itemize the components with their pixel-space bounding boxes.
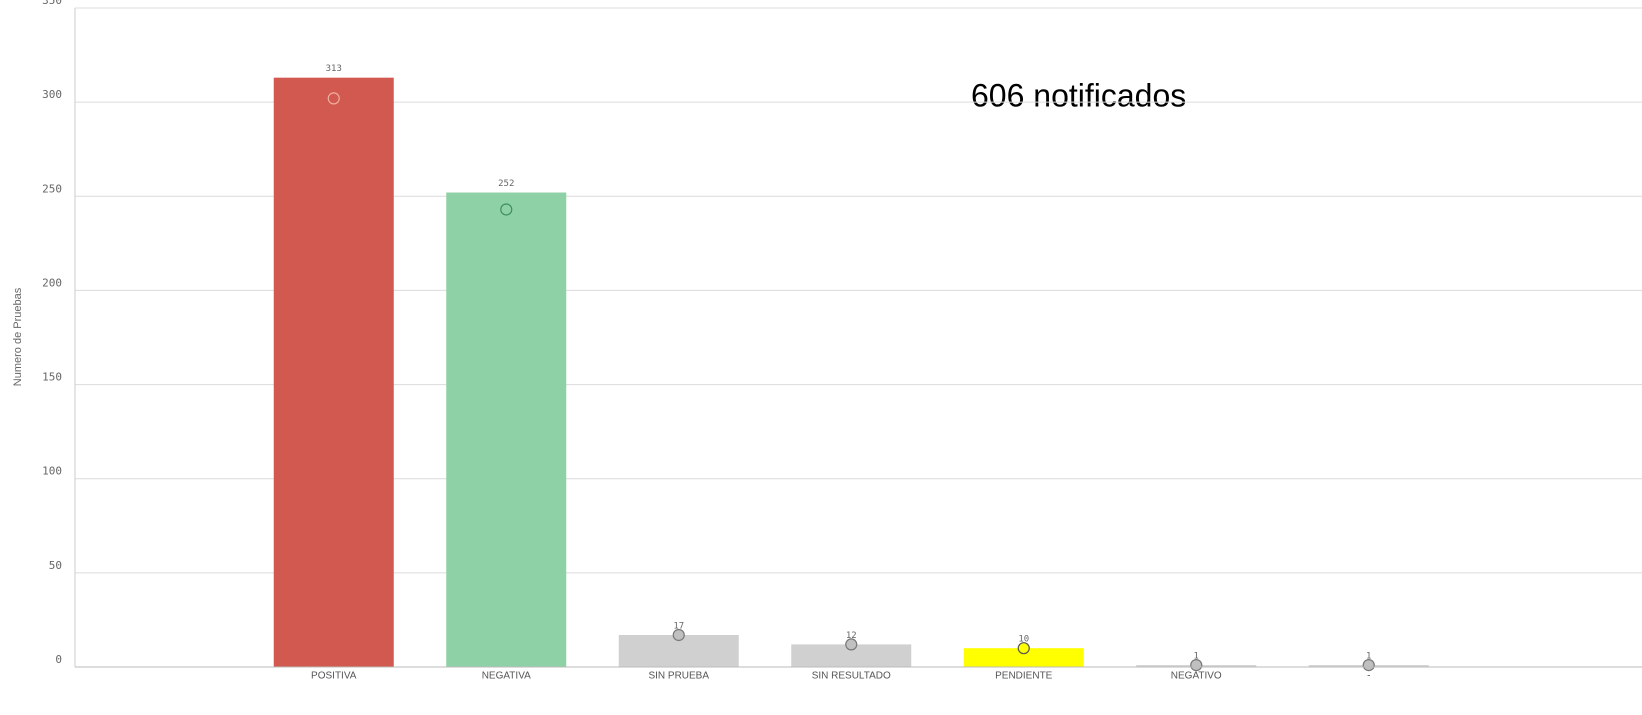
y-axis-label: Numero de Pruebas: [12, 287, 24, 386]
value-label: 17: [673, 621, 684, 631]
annotation: 606 notificados: [971, 77, 1186, 113]
marker: [500, 203, 513, 216]
y-tick-label: 350: [42, 0, 62, 7]
value-label: 313: [326, 64, 342, 74]
y-tick-label: 50: [49, 559, 62, 572]
marker: [1017, 642, 1030, 655]
value-label: 1: [1366, 652, 1371, 662]
marker: [1362, 659, 1375, 672]
value-label: 10: [1018, 635, 1029, 645]
value-label: 12: [846, 631, 857, 641]
bar: [791, 644, 912, 667]
y-tick-label: 150: [42, 371, 62, 384]
x-tick-label: SIN PRUEBA: [648, 671, 709, 682]
y-tick-label: 0: [55, 653, 62, 666]
y-tick-label: 200: [42, 276, 62, 289]
x-tick-label: NEGATIVO: [1171, 671, 1222, 682]
x-tick-label: PENDIENTE: [995, 671, 1053, 682]
marker: [672, 628, 685, 642]
bar: [963, 648, 1084, 667]
y-tick-label: 100: [42, 465, 62, 478]
x-tick-label: SIN RESULTADO: [812, 671, 891, 682]
marker: [845, 638, 858, 651]
x-tick-label: -: [1367, 671, 1370, 682]
marker: [1190, 659, 1203, 672]
y-tick-label: 300: [42, 88, 62, 101]
bar: [446, 192, 567, 667]
value-label: 252: [498, 179, 514, 189]
value-label: 1: [1194, 652, 1199, 662]
bar: [273, 77, 394, 667]
x-tick-label: POSITIVA: [311, 671, 357, 682]
x-tick-label: NEGATIVA: [482, 671, 531, 682]
y-tick-label: 250: [42, 182, 62, 195]
marker: [327, 92, 340, 105]
